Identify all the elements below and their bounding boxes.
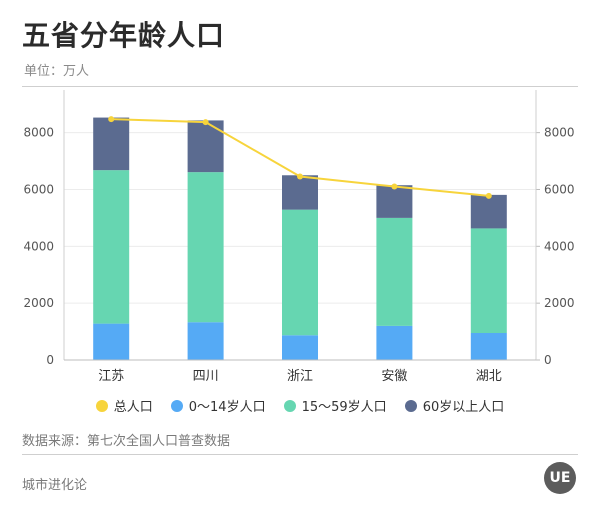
y-tick-label-right: 0 xyxy=(544,353,552,367)
bar-segment-0-14[interactable] xyxy=(187,322,224,360)
total-line-point[interactable] xyxy=(485,192,492,199)
data-source: 数据来源：第七次全国人口普查数据 xyxy=(22,434,231,449)
brand-logo: UE xyxy=(544,462,576,494)
total-line-point[interactable] xyxy=(391,183,398,190)
x-tick-label: 安徽 xyxy=(381,369,407,384)
bar-segment-60-plus[interactable] xyxy=(187,120,224,173)
legend-label-0-14: 0～14岁人口 xyxy=(188,400,266,415)
stacked-bar-chart: 0 0 2000 2000 4000 4000 6000 6000 8000 8000 江苏 四川 浙江… xyxy=(23,90,575,384)
footer-divider xyxy=(22,454,578,455)
legend-label-total: 总人口 xyxy=(113,400,153,415)
axes: 0 0 2000 2000 4000 4000 6000 6000 8000 8000 江苏 四川 浙江… xyxy=(23,90,575,384)
bar-segment-15-59[interactable] xyxy=(93,170,130,324)
brand-name: 城市进化论 xyxy=(22,478,88,493)
bars xyxy=(93,117,507,360)
bar-segment-0-14[interactable] xyxy=(470,333,507,360)
legend-item-total[interactable]: 总人口 xyxy=(95,396,153,415)
legend-item-60-plus[interactable]: 60岁以上人口 xyxy=(404,396,505,415)
y-tick-label-right: 8000 xyxy=(544,126,575,140)
page-title: 五省分年龄人口 xyxy=(22,19,226,52)
legend-swatch-60-plus xyxy=(404,399,417,412)
total-line-point[interactable] xyxy=(297,173,303,180)
legend-swatch-0-14 xyxy=(170,399,183,412)
legend: 总人口 0～14岁人口 15～59岁人口 60岁以上人口 xyxy=(0,396,600,415)
legend-item-15-59[interactable]: 15～59岁人口 xyxy=(283,396,387,415)
y-tick-label-left: 4000 xyxy=(23,239,54,253)
legend-swatch-total xyxy=(95,399,108,412)
bar-segment-0-14[interactable] xyxy=(376,325,413,360)
bar-segment-0-14[interactable] xyxy=(282,335,318,360)
bar-segment-60-plus[interactable] xyxy=(93,117,130,171)
total-line-point[interactable] xyxy=(108,116,115,123)
bar-segment-60-plus[interactable] xyxy=(282,175,318,210)
y-tick-label-right: 6000 xyxy=(544,182,575,196)
x-tick-label: 浙江 xyxy=(287,369,313,384)
legend-label-60-plus: 60岁以上人口 xyxy=(422,400,505,415)
header-divider xyxy=(22,86,578,87)
y-tick-label-left: 6000 xyxy=(23,182,54,196)
legend-label-15-59: 15～59岁人口 xyxy=(301,400,387,415)
bar-segment-15-59[interactable] xyxy=(376,217,413,326)
y-tick-label-left: 8000 xyxy=(23,126,54,140)
y-tick-label-left: 0 xyxy=(46,353,54,367)
bar-segment-15-59[interactable] xyxy=(470,228,507,333)
x-tick-label: 湖北 xyxy=(476,369,502,384)
bar-segment-0-14[interactable] xyxy=(93,323,130,360)
bar-segment-60-plus[interactable] xyxy=(376,185,413,218)
bar-segment-60-plus[interactable] xyxy=(470,194,507,229)
legend-item-0-14[interactable]: 0～14岁人口 xyxy=(170,396,266,415)
legend-swatch-15-59 xyxy=(283,399,296,412)
y-tick-label-right: 2000 xyxy=(544,296,575,310)
unit-label: 单位：万人 xyxy=(24,64,90,79)
total-line-point[interactable] xyxy=(202,119,209,126)
x-tick-label: 江苏 xyxy=(98,368,124,384)
x-tick-label: 四川 xyxy=(193,369,219,384)
y-tick-label-right: 4000 xyxy=(544,239,575,253)
y-tick-label-left: 2000 xyxy=(23,296,54,310)
total-line xyxy=(108,116,492,199)
bar-segment-15-59[interactable] xyxy=(282,209,318,336)
bar-segment-15-59[interactable] xyxy=(187,172,224,323)
